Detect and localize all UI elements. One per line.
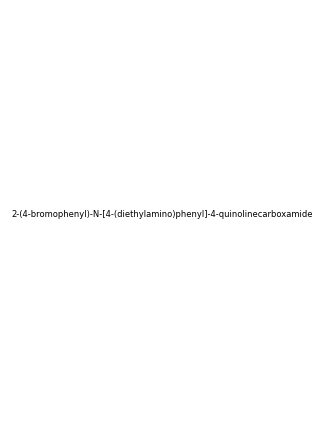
Text: 2-(4-bromophenyl)-N-[4-(diethylamino)phenyl]-4-quinolinecarboxamide: 2-(4-bromophenyl)-N-[4-(diethylamino)phe… — [12, 210, 313, 219]
